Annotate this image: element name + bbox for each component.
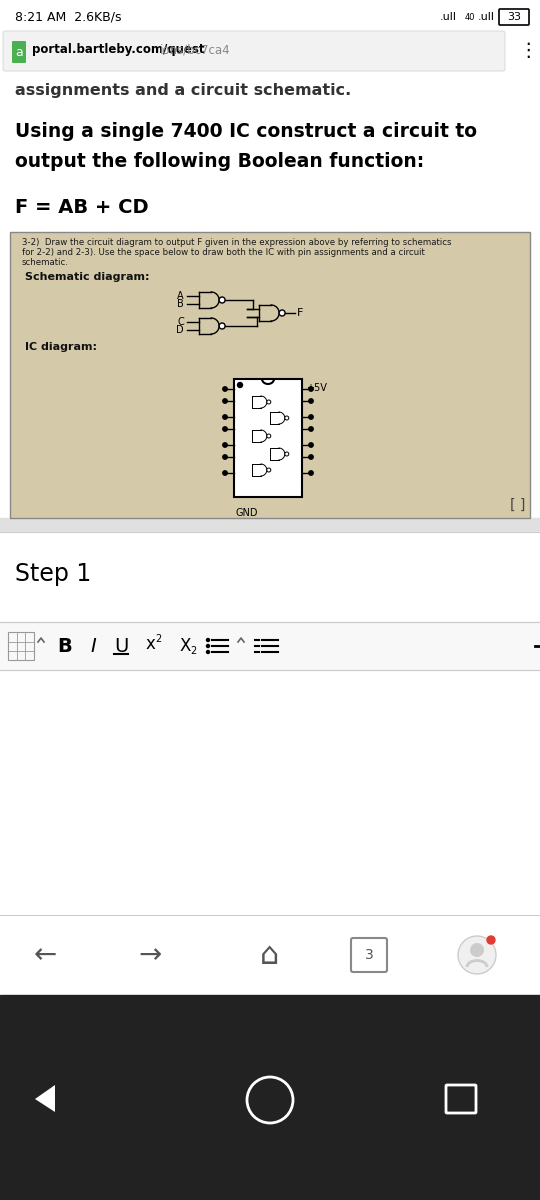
Circle shape (206, 644, 210, 648)
Bar (8, 632, 34, 660)
Text: for 2-2) and 2-3). Use the space below to draw both the IC with pin assignments : for 2-2) and 2-3). Use the space below t… (22, 248, 425, 257)
Text: Step 1: Step 1 (15, 562, 91, 586)
Text: .ull: .ull (440, 12, 457, 22)
Text: schematic.: schematic. (22, 258, 69, 266)
Bar (0, 995, 540, 1200)
Text: 3-2)  Draw the circuit diagram to output F given in the expression above by refe: 3-2) Draw the circuit diagram to output … (22, 238, 451, 247)
Text: output the following Boolean function:: output the following Boolean function: (15, 152, 424, 170)
Text: B: B (177, 299, 184, 308)
Bar (0, 518, 540, 532)
Text: I: I (90, 636, 96, 655)
Bar (234, 379, 302, 497)
Circle shape (267, 434, 271, 438)
Text: 2: 2 (155, 634, 161, 644)
Circle shape (223, 415, 227, 419)
Circle shape (223, 455, 227, 460)
Bar (0, 670, 540, 914)
Circle shape (285, 452, 289, 456)
Text: B: B (58, 636, 72, 655)
Text: portal.bartleby.com/quest: portal.bartleby.com/quest (32, 43, 205, 56)
Bar (5, 32, 503, 68)
Text: ⋮: ⋮ (518, 41, 538, 60)
Circle shape (309, 386, 313, 391)
Circle shape (267, 468, 271, 472)
Text: D: D (177, 325, 184, 335)
Circle shape (458, 936, 496, 974)
Bar (0, 72, 540, 110)
Circle shape (206, 650, 210, 654)
Text: 40: 40 (465, 12, 476, 22)
Text: 8:21 AM  2.6KB/s: 8:21 AM 2.6KB/s (15, 11, 122, 24)
Circle shape (238, 383, 242, 388)
Bar (0, 914, 540, 995)
Circle shape (309, 427, 313, 431)
FancyBboxPatch shape (499, 8, 529, 25)
Bar (0, 30, 540, 72)
Circle shape (223, 386, 227, 391)
Bar (10, 232, 530, 518)
Text: ←: ← (33, 941, 57, 970)
Circle shape (223, 443, 227, 448)
Bar (0, 110, 540, 520)
Circle shape (223, 398, 227, 403)
Circle shape (285, 416, 289, 420)
Circle shape (487, 936, 495, 944)
Bar (0, 532, 540, 622)
Text: +5V: +5V (306, 383, 327, 392)
FancyBboxPatch shape (12, 41, 26, 62)
Text: 2: 2 (190, 646, 196, 656)
Text: .ull: .ull (478, 12, 495, 22)
Text: [ ]: [ ] (510, 498, 525, 512)
Circle shape (219, 296, 225, 302)
Circle shape (219, 323, 225, 329)
Text: →: → (138, 941, 161, 970)
Bar (10, 232, 530, 518)
Text: a: a (15, 46, 23, 59)
Circle shape (309, 398, 313, 403)
Text: assignments and a circuit schematic.: assignments and a circuit schematic. (15, 84, 351, 98)
Text: ⌂: ⌂ (260, 941, 280, 970)
Text: 3: 3 (364, 948, 373, 962)
Text: 33: 33 (507, 12, 521, 22)
Circle shape (267, 400, 271, 404)
Circle shape (309, 455, 313, 460)
Text: IC diagram:: IC diagram: (25, 342, 97, 352)
Circle shape (223, 427, 227, 431)
Text: X: X (179, 637, 191, 655)
Circle shape (309, 470, 313, 475)
Circle shape (206, 638, 210, 642)
Bar (0, 622, 540, 670)
Circle shape (309, 443, 313, 448)
Text: F: F (297, 308, 303, 318)
Bar (0, 0, 540, 30)
Circle shape (279, 310, 285, 316)
Text: x: x (145, 635, 155, 653)
FancyBboxPatch shape (3, 31, 505, 71)
Text: ions/bc7ca4: ions/bc7ca4 (159, 43, 230, 56)
Text: Schematic diagram:: Schematic diagram: (25, 272, 150, 282)
Circle shape (309, 415, 313, 419)
Text: F = AB + CD: F = AB + CD (15, 198, 149, 217)
Text: Using a single 7400 IC construct a circuit to: Using a single 7400 IC construct a circu… (15, 122, 477, 140)
Text: GND: GND (236, 508, 259, 518)
Text: U: U (114, 636, 128, 655)
Circle shape (223, 470, 227, 475)
Text: C: C (177, 317, 184, 326)
Polygon shape (35, 1085, 55, 1112)
Circle shape (470, 943, 484, 958)
Text: A: A (177, 290, 184, 301)
